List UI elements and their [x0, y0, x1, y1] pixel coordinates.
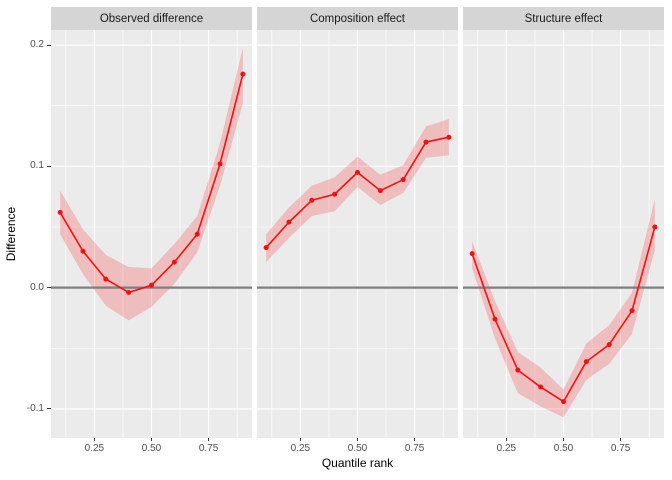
y-axis-tick-label: 0.2 — [30, 39, 44, 51]
x-axis-tick-label: 0.25 — [290, 443, 311, 454]
data-point — [309, 197, 315, 203]
data-point — [332, 191, 338, 197]
x-axis-tick-label: 0.50 — [347, 443, 368, 454]
data-point — [583, 359, 589, 365]
data-point — [355, 169, 360, 175]
data-point — [400, 177, 406, 183]
data-point — [377, 188, 383, 194]
x-axis-tick — [299, 438, 301, 441]
data-point — [217, 161, 223, 167]
x-axis-tick — [620, 438, 622, 441]
data-point — [171, 259, 177, 265]
confidence-ribbon — [60, 47, 243, 321]
data-point — [446, 134, 452, 140]
y-axis-tick-label: -0.1 — [26, 402, 44, 414]
data-point — [561, 399, 566, 405]
data-point — [492, 316, 498, 322]
y-axis-tick — [47, 44, 51, 46]
x-axis-tick-label: 0.25 — [84, 443, 105, 454]
y-axis-tick — [47, 408, 51, 410]
facet-panel — [463, 30, 664, 438]
data-point — [103, 276, 109, 282]
x-axis-tick-label: 0.75 — [610, 443, 631, 454]
y-axis-tick — [47, 287, 51, 289]
y-axis-tick-label: 0.1 — [30, 160, 44, 172]
facet-panel — [51, 30, 252, 438]
data-point — [515, 367, 521, 373]
x-axis-tick-label: 0.75 — [404, 443, 425, 454]
data-point — [606, 342, 612, 348]
y-axis-tick-label: 0.0 — [30, 281, 44, 293]
data-point — [629, 308, 635, 314]
x-axis-tick-label: 0.25 — [496, 443, 517, 454]
facet-panel — [257, 30, 458, 438]
data-point — [286, 219, 292, 225]
x-axis-tick — [151, 438, 152, 441]
data-point — [240, 71, 246, 77]
confidence-ribbon — [266, 119, 449, 263]
data-point — [469, 251, 475, 257]
y-axis-tick — [47, 165, 51, 167]
data-point — [80, 248, 86, 254]
x-axis-tick — [357, 438, 358, 441]
x-axis-tick — [505, 438, 507, 441]
facet-strip-label: Composition effect — [257, 7, 458, 30]
data-point — [57, 209, 63, 215]
x-axis-tick-label: 0.75 — [198, 443, 219, 454]
y-axis-title: Difference — [4, 206, 18, 262]
facet-strip-label: Observed difference — [51, 7, 252, 30]
data-point — [126, 289, 132, 295]
confidence-ribbon — [472, 199, 655, 418]
data-point — [652, 224, 658, 230]
data-point — [194, 231, 200, 237]
x-axis-tick — [563, 438, 564, 441]
x-axis-tick — [414, 438, 416, 441]
data-point — [149, 282, 154, 288]
facet-strip-label: Structure effect — [463, 7, 664, 30]
data-point — [538, 384, 544, 390]
x-axis-tick-label: 0.50 — [553, 443, 574, 454]
x-axis-tick-label: 0.50 — [141, 443, 162, 454]
data-point — [263, 245, 269, 251]
x-axis-title: Quantile rank — [321, 456, 394, 470]
x-axis-tick — [208, 438, 210, 441]
x-axis-tick — [93, 438, 95, 441]
data-point — [423, 139, 429, 145]
